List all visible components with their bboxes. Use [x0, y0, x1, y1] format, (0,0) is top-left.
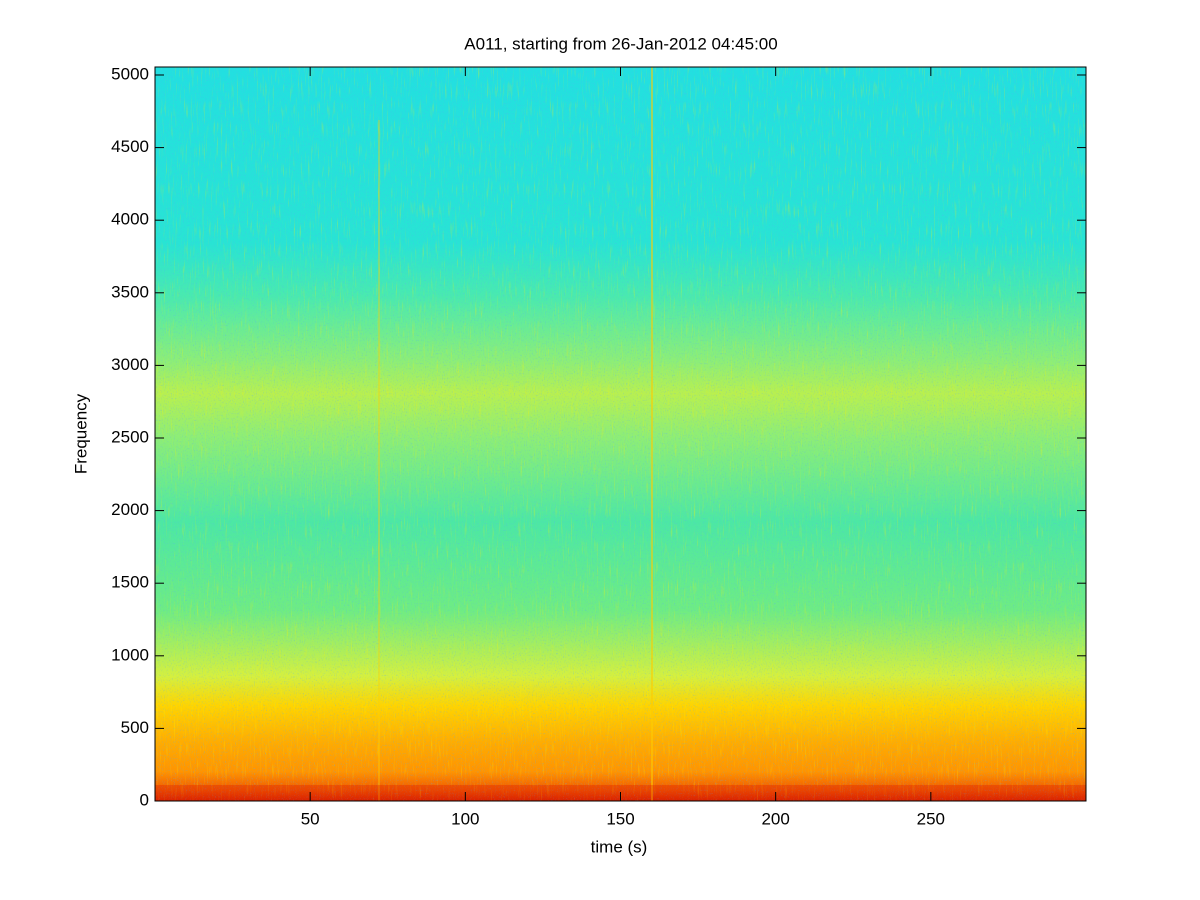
y-tick-label: 3000	[111, 355, 149, 374]
y-tick-label: 4500	[111, 137, 149, 156]
y-tick-label: 3500	[111, 282, 149, 301]
x-tick-label: 200	[761, 809, 789, 828]
y-axis-label: Frequency	[71, 393, 90, 474]
y-tick-label: 2000	[111, 500, 149, 519]
y-tick-label: 5000	[111, 64, 149, 83]
chart-title: A011, starting from 26-Jan-2012 04:45:00	[464, 34, 777, 53]
x-tick-label: 50	[301, 809, 320, 828]
x-axis-label: time (s)	[591, 837, 648, 856]
y-tick-label: 0	[140, 790, 149, 809]
y-tick-label: 4000	[111, 210, 149, 229]
spectrogram-image	[155, 67, 1086, 801]
spectrogram-noise	[155, 67, 1086, 801]
y-tick-label: 1000	[111, 645, 149, 664]
x-tick-label: 100	[451, 809, 479, 828]
x-tick-label: 150	[606, 809, 634, 828]
y-tick-label: 1500	[111, 573, 149, 592]
y-tick-label: 500	[121, 718, 149, 737]
x-tick-label: 250	[917, 809, 945, 828]
y-tick-label: 2500	[111, 427, 149, 446]
